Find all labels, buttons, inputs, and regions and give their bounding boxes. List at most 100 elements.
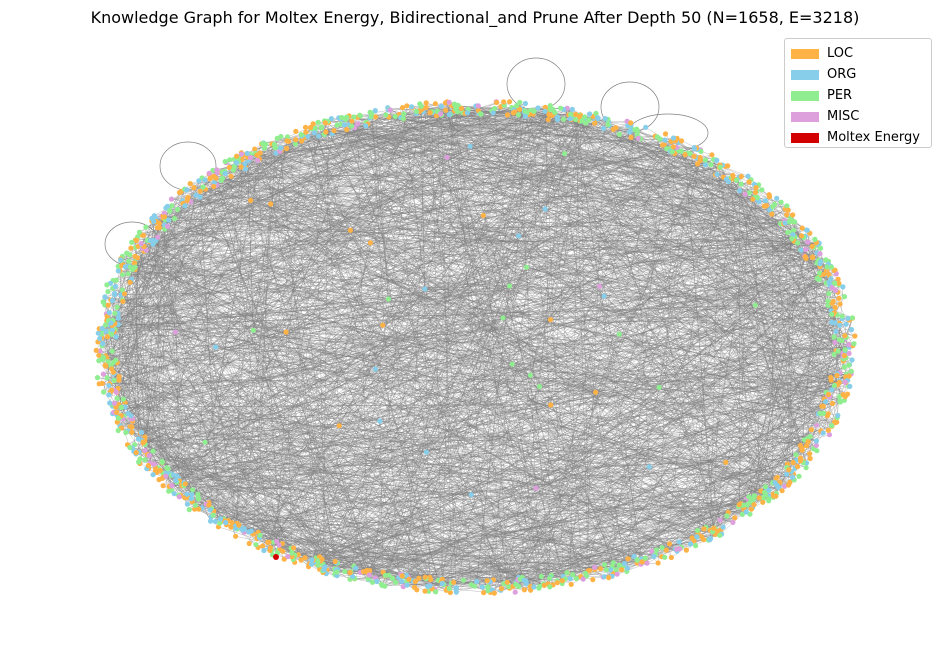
graph-node	[840, 392, 846, 398]
graph-node	[711, 525, 717, 531]
graph-edge	[115, 236, 796, 408]
graph-node	[96, 358, 102, 364]
graph-node	[480, 212, 486, 219]
graph-edge	[579, 116, 830, 435]
graph-node	[554, 580, 561, 586]
graph-node	[799, 233, 805, 239]
graph-node	[132, 264, 138, 270]
graph-edge	[599, 286, 839, 352]
graph-edge	[290, 142, 680, 549]
graph-node	[95, 330, 101, 336]
graph-node	[112, 290, 118, 296]
graph-edge	[640, 487, 780, 565]
graph-node	[109, 387, 115, 393]
graph-edge	[190, 183, 850, 377]
graph-node	[102, 294, 108, 300]
graph-node	[851, 341, 857, 347]
graph-node	[813, 438, 820, 444]
graph-edge	[461, 108, 817, 425]
graph-node	[750, 196, 756, 202]
graph-node	[464, 110, 470, 116]
graph-edge	[154, 215, 373, 583]
graph-edge	[684, 153, 714, 529]
graph-edge	[123, 179, 206, 400]
graph-node	[145, 463, 151, 469]
graph-node	[569, 106, 575, 112]
graph-edge	[105, 125, 366, 326]
graph-edge	[476, 285, 510, 582]
graph-edge	[627, 125, 803, 451]
graph-node	[590, 577, 596, 583]
graph-edge	[714, 305, 756, 535]
graph-edge	[493, 112, 528, 580]
graph-node	[782, 483, 788, 489]
graph-edge	[452, 105, 704, 540]
graph-edge	[585, 160, 701, 574]
graph-node	[656, 384, 662, 390]
graph-node	[140, 439, 146, 445]
graph-node	[701, 526, 707, 532]
graph-node	[653, 547, 660, 553]
graph-node	[676, 546, 683, 552]
graph-node	[125, 271, 131, 277]
graph-edge	[346, 116, 760, 498]
graph-edge	[181, 485, 702, 537]
graph-edge	[132, 109, 469, 419]
graph-node	[438, 111, 444, 117]
graph-node	[103, 328, 109, 334]
graph-edge	[320, 317, 853, 559]
graph-edge	[337, 242, 820, 571]
graph-edge	[367, 235, 519, 574]
graph-edge	[611, 303, 841, 577]
graph-node	[271, 141, 277, 147]
graph-edge	[248, 160, 338, 564]
graph-node	[586, 117, 592, 123]
graph-edge	[280, 136, 855, 337]
graph-node	[383, 112, 389, 118]
graph-node	[709, 152, 715, 158]
graph-node	[164, 203, 171, 209]
graph-edge	[238, 161, 660, 388]
graph-edge	[742, 233, 811, 515]
graph-edge	[304, 137, 753, 200]
graph-node	[281, 556, 287, 562]
graph-node	[662, 554, 668, 560]
graph-node	[691, 538, 697, 544]
graph-edge	[406, 255, 805, 576]
graph-node	[299, 138, 305, 144]
graph-node	[714, 171, 720, 177]
graph-node	[190, 487, 196, 493]
graph-edge	[367, 314, 838, 574]
graph-node	[433, 113, 440, 119]
graph-node	[393, 579, 399, 586]
graph-node	[399, 578, 405, 585]
graph-edge	[446, 157, 542, 577]
graph-edge	[115, 360, 224, 521]
graph-node	[509, 361, 515, 367]
graph-node	[99, 325, 105, 332]
graph-node	[404, 582, 410, 588]
graph-node	[707, 537, 713, 543]
graph-edge	[169, 210, 720, 536]
graph-node	[206, 502, 212, 508]
graph-node	[798, 247, 804, 253]
graph-node	[804, 443, 810, 449]
graph-edge	[107, 291, 436, 592]
graph-node	[108, 320, 114, 326]
graph-node	[825, 271, 832, 277]
graph-node	[366, 572, 372, 578]
graph-edge	[247, 153, 814, 248]
graph-edge	[395, 116, 846, 383]
graph-node	[173, 477, 179, 483]
graph-edge	[275, 153, 713, 530]
graph-edge	[550, 236, 806, 406]
graph-node	[468, 582, 474, 588]
graph-edge	[118, 205, 765, 381]
graph-node	[453, 106, 459, 112]
graph-node	[233, 160, 240, 166]
graph-edge	[487, 438, 808, 592]
graph-node	[825, 298, 831, 304]
graph-node	[829, 319, 835, 325]
graph-node	[105, 302, 111, 308]
graph-node	[387, 107, 393, 113]
